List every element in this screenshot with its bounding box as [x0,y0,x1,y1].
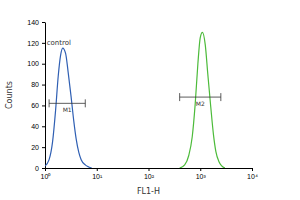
gate-bar [180,97,221,98]
x-tick: 10⁴ [247,168,258,180]
y-tick-mark [42,64,45,65]
y-tick-mark [42,126,45,127]
gate-end [220,93,221,101]
y-tick: 20 [31,144,45,151]
gate: M1 [49,99,85,113]
y-tick: 60 [31,102,45,109]
y-tick-mark [42,85,45,86]
x-tick-label: 10² [144,173,155,180]
histogram-line [180,32,225,168]
gate-end [49,99,50,107]
gate-label: M1 [63,106,72,113]
x-tick-label: 10³ [196,173,207,180]
series-label: control [47,39,71,47]
gate-end [85,99,86,107]
y-tick-mark [42,147,45,148]
series-group [45,32,225,168]
gate-end [179,93,180,101]
y-tick: 120 [27,40,45,47]
x-tick: 10¹ [92,168,103,180]
x-axis: 10⁰ 10¹ 10² 10³ 10⁴ [41,168,258,180]
x-tick-mark [97,168,98,171]
x-tick: 10³ [196,168,207,180]
y-tick-mark [42,105,45,106]
plot: 10⁰ 10¹ 10² 10³ 10⁴ 0 20 40 60 80 100 120 140 control… [27,19,258,180]
x-tick: 10² [144,168,155,180]
x-tick-mark [149,168,150,171]
y-tick-mark [42,168,45,169]
histogram-line [45,48,92,168]
y-axis-title: Counts [5,81,14,109]
y-tick-label: 120 [27,40,39,47]
gate-bar [49,103,85,104]
x-tick: 10⁰ [41,168,52,180]
y-tick-label: 100 [27,60,39,67]
y-axis: 0 20 40 60 80 100 120 140 [27,19,45,172]
y-tick-mark [42,43,45,44]
y-tick-label: 80 [31,81,39,88]
x-tick-mark [252,168,253,171]
y-tick: 40 [31,123,45,130]
gate-label: M2 [196,100,205,107]
x-axis-title: FL1-H [137,187,160,196]
y-tick: 80 [31,81,45,88]
x-tick-mark [200,168,201,171]
y-tick-label: 0 [35,165,39,172]
gate: M2 [180,93,221,107]
y-tick: 0 [35,165,45,172]
y-tick: 100 [27,60,45,67]
y-tick-mark [42,22,45,23]
y-tick-label: 140 [27,19,39,26]
y-tick-label: 20 [31,144,39,151]
x-tick-label: 10⁴ [247,173,258,180]
chart: 10⁰ 10¹ 10² 10³ 10⁴ 0 20 40 60 80 100 120 140 control… [0,0,300,200]
y-tick: 140 [27,19,45,26]
x-tick-label: 10⁰ [41,173,52,180]
y-tick-label: 60 [31,102,39,109]
y-tick-label: 40 [31,123,39,130]
x-tick-label: 10¹ [92,173,103,180]
